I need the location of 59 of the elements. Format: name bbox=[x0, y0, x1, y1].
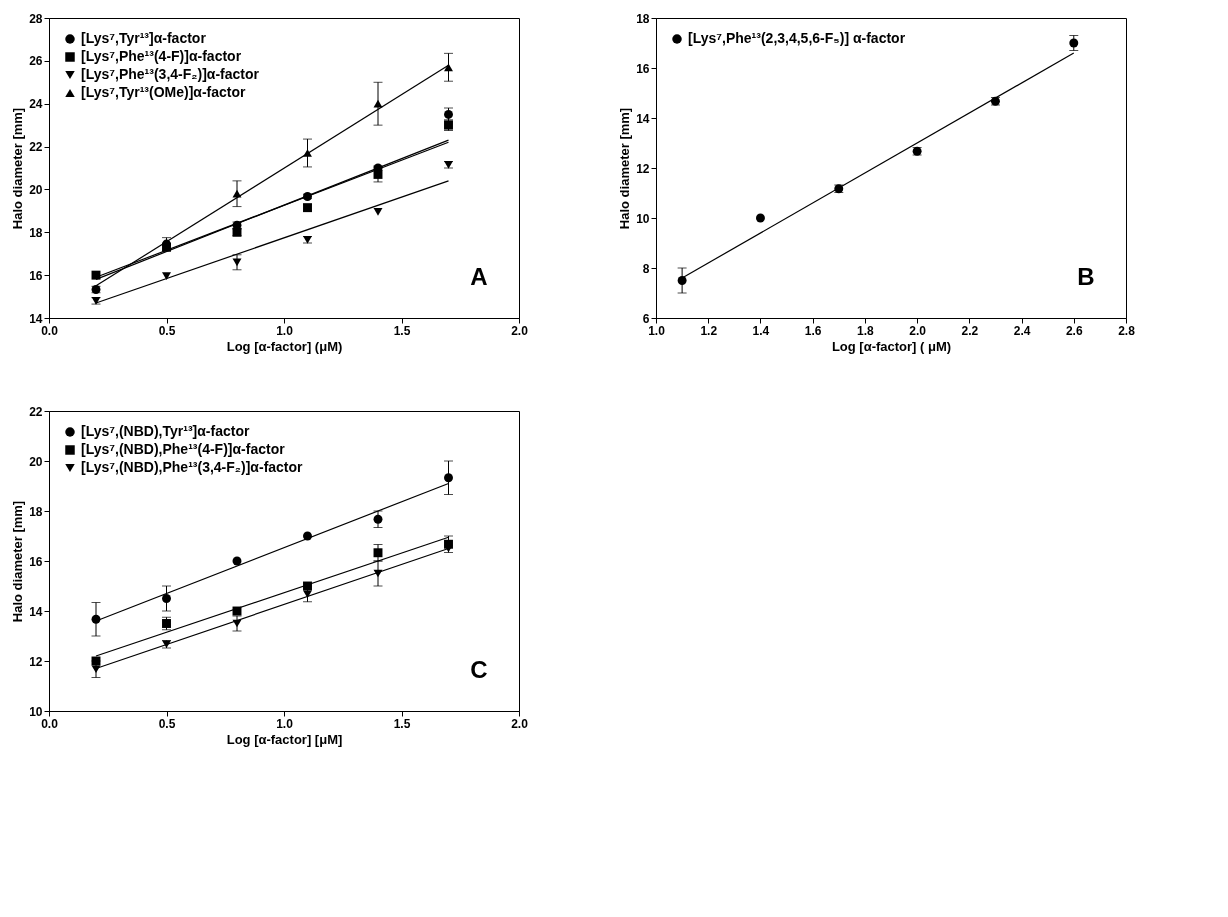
x-axis-title: Log [α-factor] [μM] bbox=[226, 731, 343, 747]
x-tick-label: 1.2 bbox=[700, 323, 718, 338]
y-axis-title: Halo diameter [mm] bbox=[617, 107, 633, 230]
x-tick-label: 1.4 bbox=[752, 323, 770, 338]
annotation: B bbox=[1077, 263, 1095, 290]
x-tick-label: 2.0 bbox=[511, 716, 529, 731]
y-axis-title: Halo diameter [mm] bbox=[10, 107, 26, 230]
x-tick-label: 2.8 bbox=[1118, 323, 1136, 338]
x-tick-label: 2.2 bbox=[961, 323, 979, 338]
y-tick-label: 6 bbox=[642, 311, 650, 326]
y-tick-label: 16 bbox=[636, 61, 650, 76]
annotation: A bbox=[470, 263, 488, 290]
x-tick-label: 0.5 bbox=[158, 716, 176, 731]
x-tick-label: 1.0 bbox=[276, 323, 294, 338]
y-tick-label: 18 bbox=[636, 11, 650, 26]
x-tick-label: 1.5 bbox=[393, 323, 411, 338]
legend-label: [Lys⁷,(NBD),Phe¹³(3,4-F₂)]α-factor bbox=[81, 459, 304, 475]
y-tick-label: 16 bbox=[29, 554, 43, 569]
x-tick-label: 2.0 bbox=[909, 323, 927, 338]
legend-label: [Lys⁷,(NBD),Phe¹³(4-F)]α-factor bbox=[81, 441, 286, 457]
y-tick-label: 10 bbox=[29, 704, 43, 719]
legend-label: [Lys⁷,Phe¹³(4-F)]α-factor bbox=[81, 48, 242, 64]
y-tick-label: 22 bbox=[29, 140, 43, 155]
legend-label: [Lys⁷,Phe¹³(2,3,4,5,6-F₅)] α-factor bbox=[688, 30, 906, 46]
x-tick-label: 1.0 bbox=[276, 716, 294, 731]
x-tick-label: 2.0 bbox=[511, 323, 529, 338]
legend-label: [Lys⁷,Tyr¹³]α-factor bbox=[81, 30, 207, 46]
y-tick-label: 22 bbox=[29, 404, 43, 419]
y-tick-label: 12 bbox=[636, 161, 650, 176]
y-tick-label: 20 bbox=[29, 182, 43, 197]
annotation: C bbox=[470, 656, 488, 683]
legend-label: [Lys⁷,Phe¹³(3,4-F₂)]α-factor bbox=[81, 66, 260, 82]
x-tick-label: 0.0 bbox=[41, 716, 59, 731]
x-tick-label: 1.0 bbox=[648, 323, 666, 338]
x-axis-title: Log [α-factor] ( μM) bbox=[831, 338, 952, 354]
y-tick-label: 8 bbox=[642, 261, 650, 276]
y-tick-label: 10 bbox=[636, 211, 650, 226]
y-tick-label: 26 bbox=[29, 54, 43, 69]
y-tick-label: 12 bbox=[29, 654, 43, 669]
y-tick-label: 20 bbox=[29, 454, 43, 469]
x-tick-label: 0.5 bbox=[158, 323, 176, 338]
x-tick-label: 2.4 bbox=[1013, 323, 1031, 338]
y-tick-label: 18 bbox=[29, 225, 43, 240]
x-tick-label: 1.6 bbox=[804, 323, 822, 338]
x-tick-label: 1.8 bbox=[857, 323, 875, 338]
x-axis-title: Log [α-factor] (μM) bbox=[226, 338, 343, 354]
y-tick-label: 28 bbox=[29, 11, 43, 26]
y-tick-label: 14 bbox=[636, 111, 650, 126]
y-tick-label: 14 bbox=[29, 311, 43, 326]
legend-label: [Lys⁷,(NBD),Tyr¹³]α-factor bbox=[81, 423, 250, 439]
legend-label: [Lys⁷,Tyr¹³(OMe)]α-factor bbox=[81, 84, 247, 100]
y-tick-label: 18 bbox=[29, 504, 43, 519]
x-tick-label: 0.0 bbox=[41, 323, 59, 338]
x-tick-label: 1.5 bbox=[393, 716, 411, 731]
y-axis-title: Halo diameter [mm] bbox=[10, 500, 26, 623]
y-tick-label: 14 bbox=[29, 604, 43, 619]
y-tick-label: 16 bbox=[29, 268, 43, 283]
y-tick-label: 24 bbox=[29, 97, 43, 112]
x-tick-label: 2.6 bbox=[1065, 323, 1083, 338]
